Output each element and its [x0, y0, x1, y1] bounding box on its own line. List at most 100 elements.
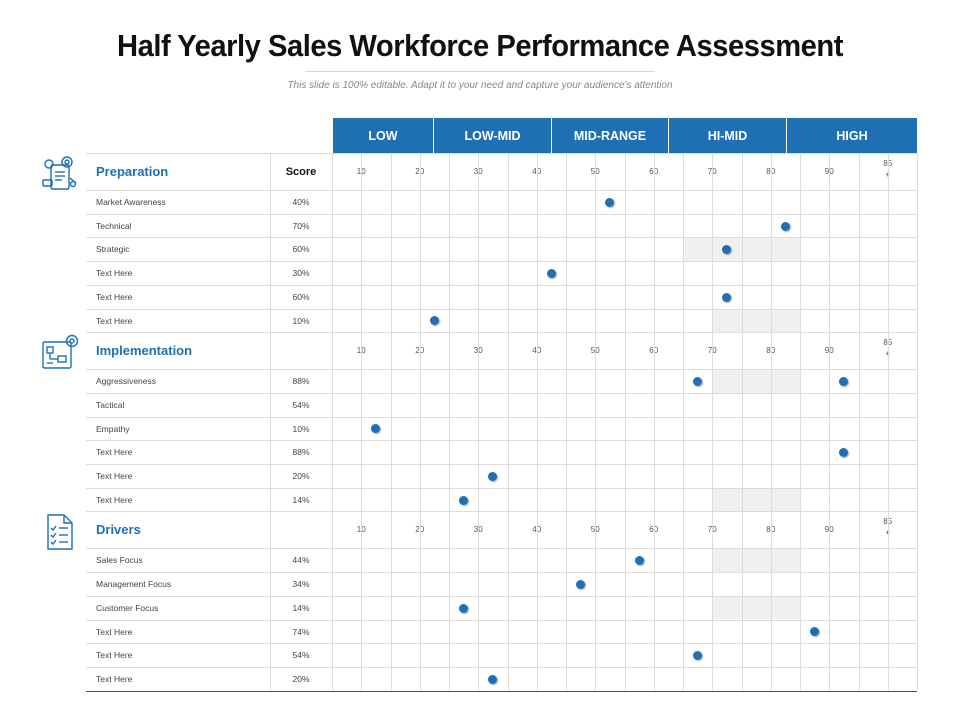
row-divider [86, 308, 917, 310]
row-label: Text Here [96, 291, 133, 302]
score-marker [576, 579, 586, 589]
row-divider [86, 643, 917, 645]
row-divider [86, 261, 917, 263]
row-score: 88% [292, 376, 310, 387]
table-bottom-border [86, 690, 917, 692]
highlight-band [712, 370, 800, 393]
band-mid-range: MID-RANGE [551, 118, 668, 153]
row-divider [86, 595, 917, 597]
column-divider [624, 153, 626, 691]
page-subtitle: This slide is 100% editable. Adapt it to… [287, 80, 673, 91]
column-divider [858, 153, 860, 691]
score-marker [371, 424, 381, 434]
column-divider [917, 153, 918, 691]
score-marker [839, 448, 849, 458]
score-marker [546, 268, 556, 278]
band-high: HIGH [786, 118, 917, 153]
column-divider [741, 153, 743, 691]
column-divider [712, 153, 714, 691]
score-marker [810, 627, 820, 637]
column-divider [507, 153, 509, 691]
row-score: 70% [292, 220, 310, 231]
row-divider [86, 213, 917, 215]
row-divider [86, 369, 917, 371]
row-divider [86, 284, 917, 286]
column-divider [449, 153, 450, 691]
row-label: Strategic [96, 244, 130, 255]
column-divider [536, 153, 538, 691]
score-column-header: Score [285, 166, 317, 178]
row-divider [86, 237, 917, 239]
score-marker [693, 651, 703, 661]
highlight-band [712, 549, 800, 573]
score-marker [605, 197, 615, 207]
row-divider [86, 392, 917, 394]
row-label: Text Here [96, 626, 133, 637]
column-divider [478, 153, 480, 691]
row-label: Tactical [96, 399, 125, 410]
row-score: 44% [292, 555, 310, 566]
row-score: 30% [292, 268, 310, 279]
column-divider [390, 153, 392, 691]
page-title: Half Yearly Sales Workforce Performance … [117, 28, 843, 63]
gear-flowchart-icon [40, 332, 82, 374]
checklist-icon [40, 511, 82, 553]
row-score: 10% [292, 315, 310, 326]
score-marker [488, 674, 498, 684]
column-divider [800, 153, 801, 691]
column-divider [653, 153, 655, 691]
column-divider [332, 153, 333, 691]
row-label: Customer Focus [96, 602, 159, 613]
section-title-implementation: Implementation [96, 343, 193, 359]
row-score: 54% [292, 399, 310, 410]
score-marker [839, 377, 849, 387]
column-divider [270, 153, 271, 691]
row-label: Text Here [96, 268, 133, 279]
highlight-band [712, 488, 800, 512]
column-divider [566, 153, 567, 691]
section-divider [86, 511, 917, 513]
column-divider [361, 153, 363, 691]
row-label: Market Awareness [96, 197, 166, 207]
row-score: 88% [292, 447, 310, 458]
row-score: 20% [292, 471, 310, 481]
row-label: Text Here [96, 650, 133, 661]
score-marker [780, 221, 790, 231]
row-divider [86, 548, 917, 550]
section-divider [86, 332, 917, 334]
row-label: Text Here [96, 494, 133, 505]
row-score: 74% [292, 626, 310, 637]
score-marker [634, 556, 644, 566]
gear-document-icon [40, 153, 82, 195]
row-label: Sales Focus [96, 555, 143, 566]
row-score: 20% [292, 673, 310, 684]
row-divider [86, 487, 917, 489]
row-label: Text Here [96, 315, 133, 326]
highlight-band [712, 309, 800, 333]
row-label: Aggressiveness [96, 376, 157, 387]
column-divider [770, 153, 772, 691]
band-hi-mid: HI-MID [668, 118, 786, 153]
column-divider [419, 153, 421, 691]
row-divider [86, 572, 917, 574]
row-divider [86, 416, 917, 418]
band-low: LOW [332, 118, 433, 153]
score-marker [429, 316, 439, 326]
score-marker [722, 292, 732, 302]
column-divider [887, 153, 889, 691]
section-title-drivers: Drivers [96, 522, 141, 538]
score-marker [488, 471, 498, 481]
band-low-mid: LOW-MID [433, 118, 551, 153]
score-marker [459, 495, 469, 505]
column-divider [829, 153, 831, 691]
score-marker [693, 377, 703, 387]
row-divider [86, 440, 917, 442]
row-score: 14% [292, 494, 310, 505]
title-divider [305, 71, 655, 72]
row-score: 34% [292, 579, 310, 590]
column-divider [595, 153, 597, 691]
score-marker [722, 245, 732, 255]
row-divider [86, 190, 917, 191]
row-score: 14% [292, 602, 310, 613]
